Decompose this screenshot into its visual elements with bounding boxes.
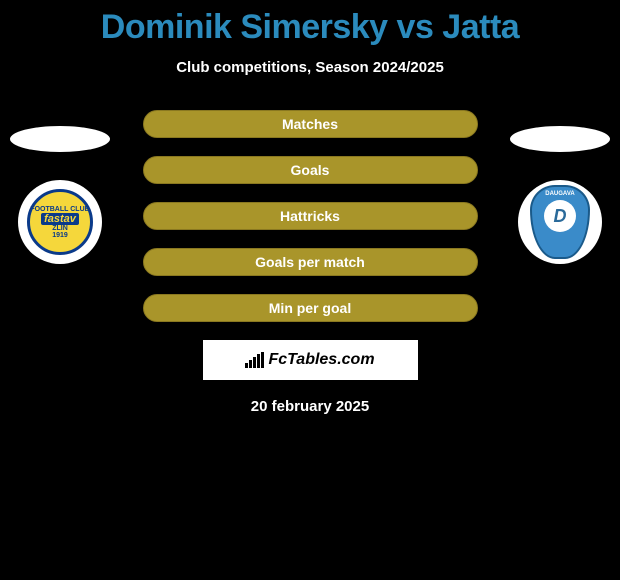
stat-pill-hattricks: Hattricks — [143, 202, 478, 230]
badge-text-top: DAUGAVA — [545, 191, 574, 197]
comparison-title: Dominik Simersky vs Jatta — [0, 0, 620, 47]
fctables-watermark: FcTables.com — [203, 340, 418, 380]
badge-letter: D — [544, 200, 576, 232]
left-score-ellipse — [10, 126, 110, 152]
right-score-ellipse — [510, 126, 610, 152]
footer-date: 20 february 2025 — [0, 398, 620, 415]
stat-pill-goals-per-match: Goals per match — [143, 248, 478, 276]
stat-pill-min-per-goal: Min per goal — [143, 294, 478, 322]
right-club-badge: DAUGAVA D — [518, 180, 602, 264]
fastav-badge-icon: FOOTBALL CLUB fastav ZLÍN 1919 — [27, 189, 93, 255]
daugava-badge-icon: DAUGAVA D — [530, 185, 590, 259]
season-subtitle: Club competitions, Season 2024/2025 — [0, 59, 620, 76]
watermark-text: FcTables.com — [268, 351, 374, 369]
stat-pill-matches: Matches — [143, 110, 478, 138]
badge-year: 1919 — [52, 232, 68, 239]
bars-icon — [245, 352, 264, 368]
stat-pill-goals: Goals — [143, 156, 478, 184]
badge-text-bottom: ZLÍN — [52, 225, 68, 232]
left-club-badge: FOOTBALL CLUB fastav ZLÍN 1919 — [18, 180, 102, 264]
badge-text-top: FOOTBALL CLUB — [30, 206, 89, 213]
badge-text-mid: fastav — [41, 213, 79, 225]
